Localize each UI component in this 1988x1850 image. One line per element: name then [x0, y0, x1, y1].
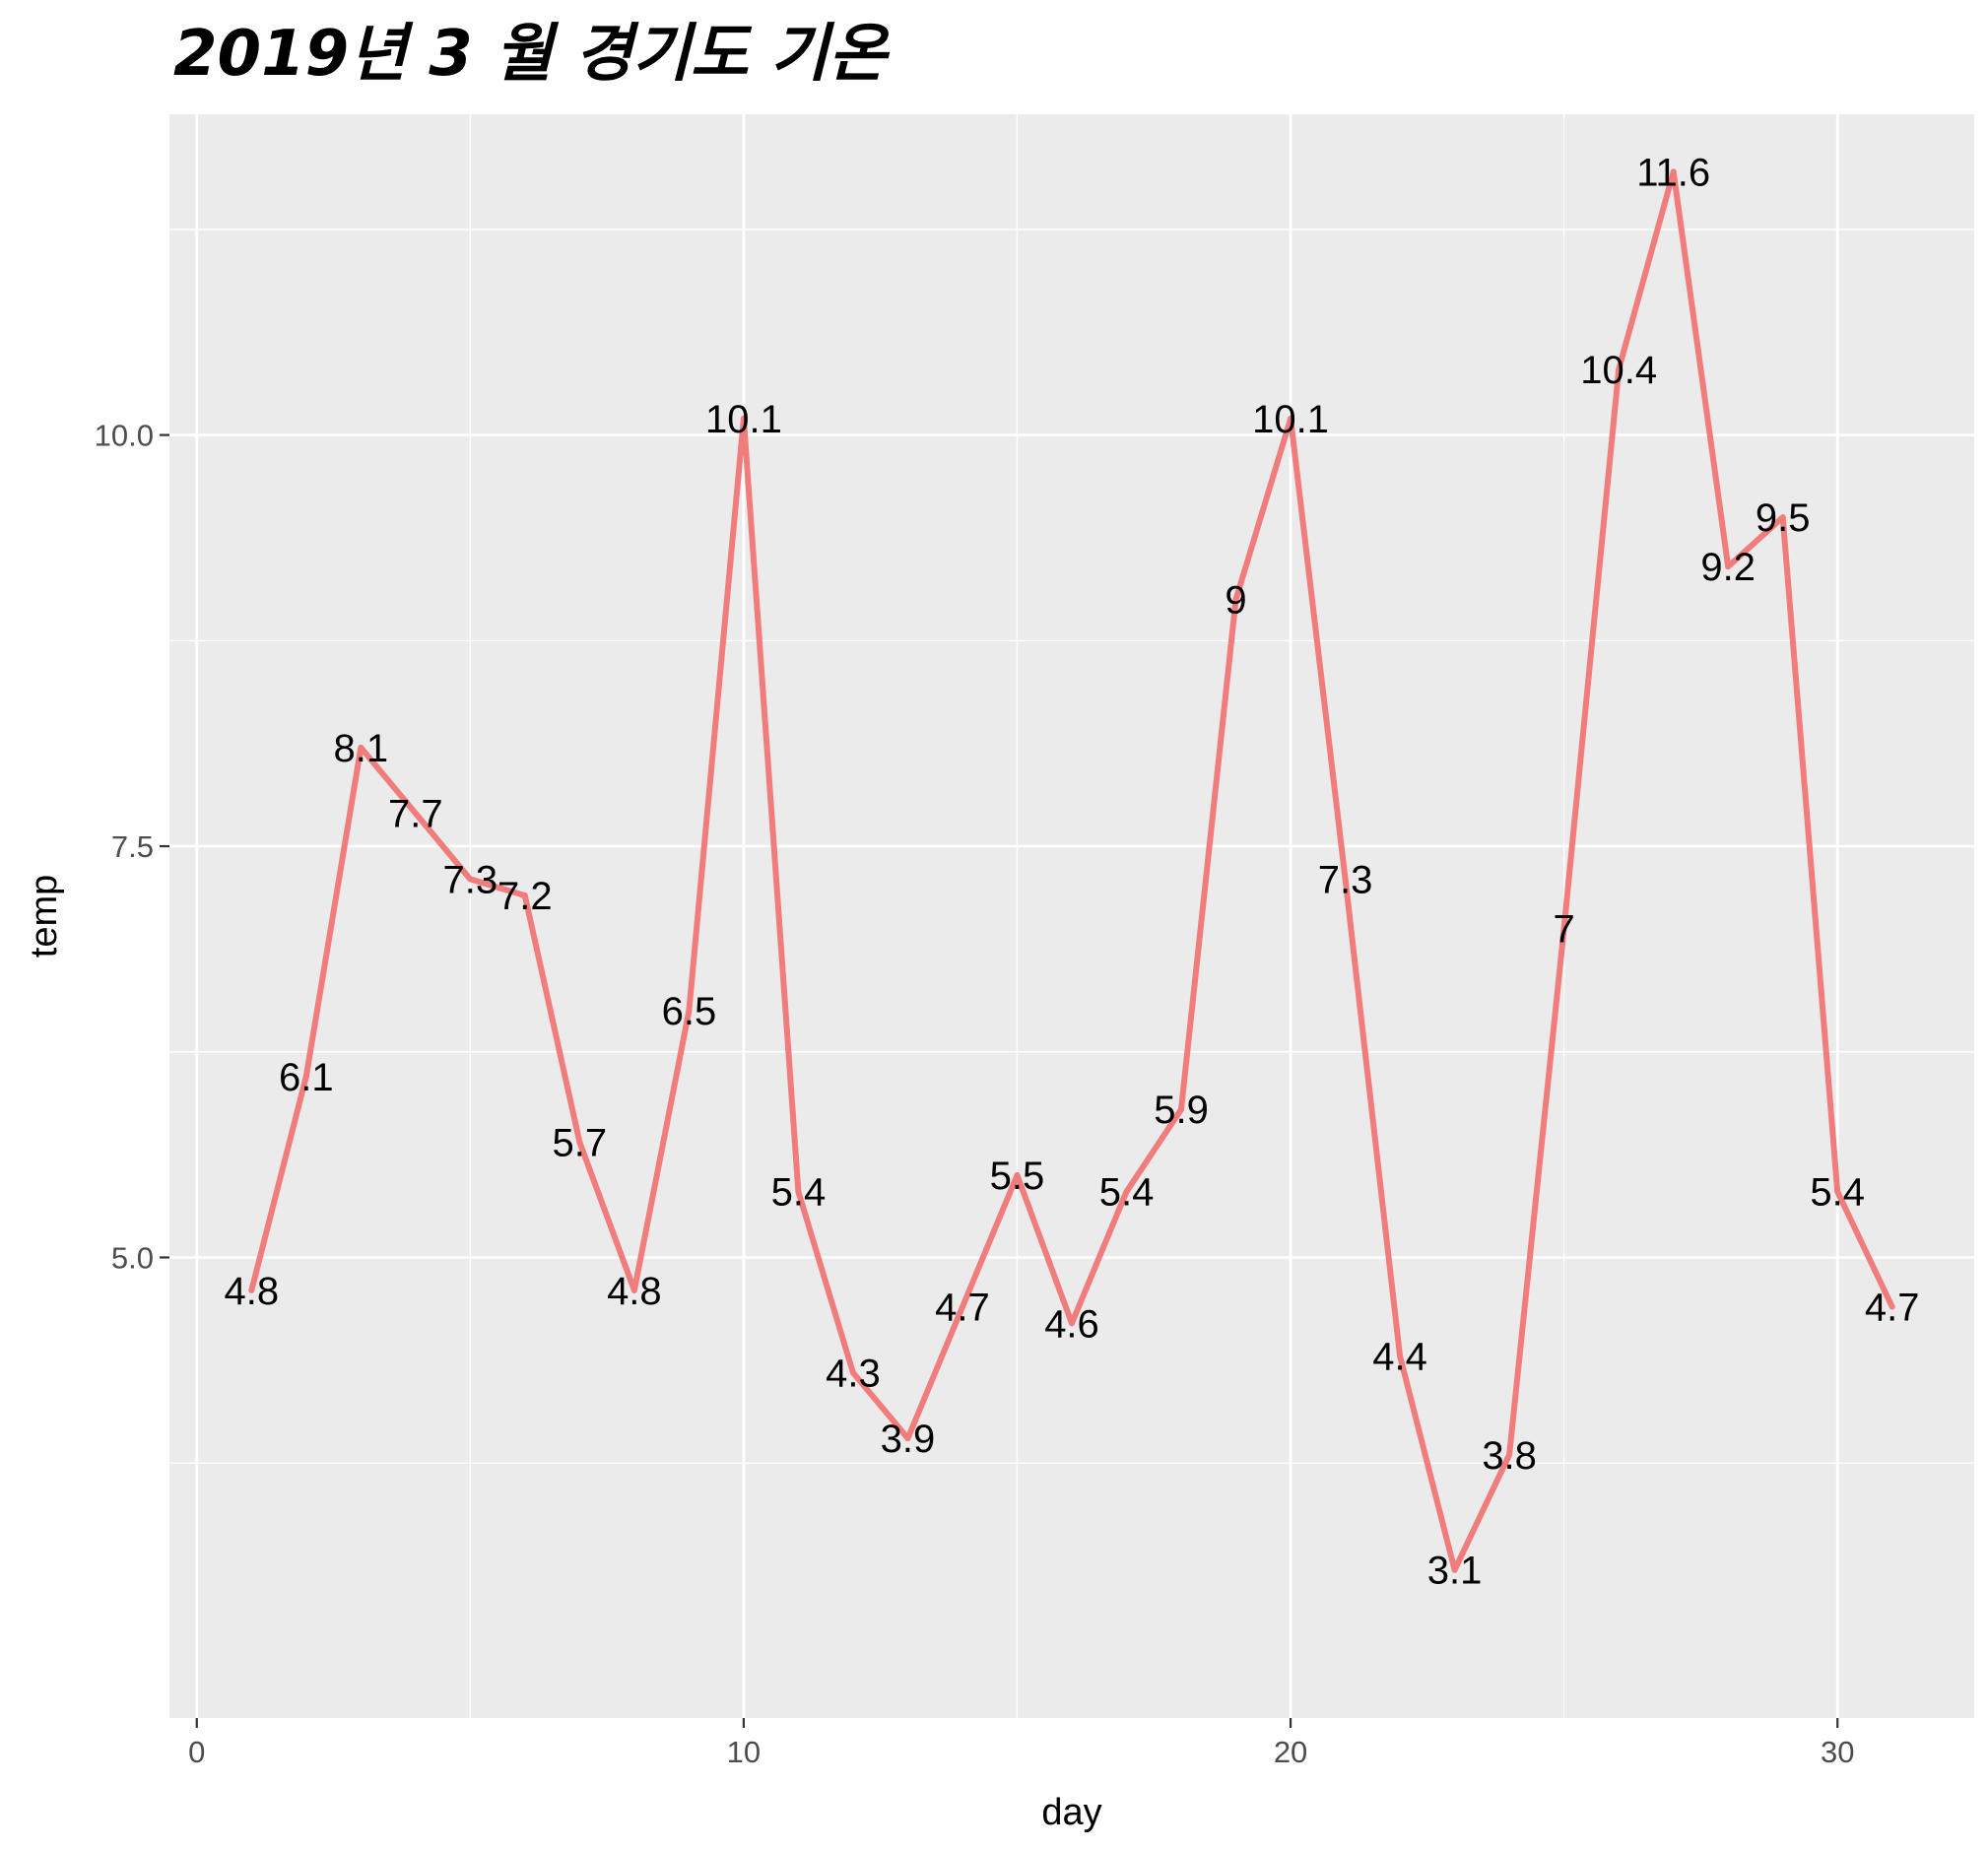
data-point — [302, 1073, 309, 1080]
y-tick-label: 5.0 — [111, 1240, 154, 1275]
data-point — [686, 1008, 693, 1015]
x-tick-label: 10 — [727, 1735, 761, 1769]
data-label: 7 — [1554, 908, 1575, 952]
data-label: 4.7 — [935, 1287, 990, 1330]
data-label: 7.2 — [497, 875, 553, 918]
data-point — [1178, 1106, 1185, 1113]
series-layer — [248, 168, 1895, 1573]
data-label: 3.8 — [1482, 1434, 1537, 1478]
data-point — [1451, 1566, 1458, 1573]
data-point — [576, 1139, 583, 1146]
data-label: 7.3 — [1318, 858, 1373, 901]
data-point — [795, 1188, 802, 1195]
minor-gridlines — [169, 114, 1974, 1718]
data-label: 7.3 — [443, 858, 498, 901]
data-point — [740, 415, 747, 422]
data-label: 5.5 — [990, 1155, 1045, 1198]
data-point — [1232, 596, 1239, 603]
data-label: 8.1 — [333, 727, 388, 770]
data-label: 4.8 — [607, 1270, 662, 1313]
data-label: 5.4 — [1810, 1171, 1865, 1215]
data-point — [1616, 365, 1623, 372]
data-label: 10.4 — [1580, 349, 1657, 392]
data-point — [412, 810, 419, 817]
data-point — [1670, 168, 1677, 175]
data-label: 5.7 — [553, 1122, 608, 1165]
data-point — [959, 1303, 965, 1310]
data-label: 3.1 — [1427, 1550, 1483, 1593]
data-point — [1834, 1188, 1841, 1195]
data-point — [1506, 1451, 1513, 1458]
data-label: 6.1 — [279, 1056, 334, 1099]
axis-ticks: 0 10 20 30 5.0 7.5 10.0 — [95, 419, 1855, 1769]
chart-title: 2019년 3 월 경기도 기온 — [173, 18, 891, 91]
data-point — [1889, 1303, 1895, 1310]
x-tick-label: 20 — [1274, 1735, 1307, 1769]
data-point — [1069, 1320, 1075, 1327]
data-labels-layer: 4.86.18.17.77.3 7.25.74.86.510.15.44.33.9… — [224, 151, 1919, 1592]
data-point — [1342, 876, 1349, 883]
data-label: 4.8 — [224, 1270, 279, 1313]
data-point — [1397, 1353, 1404, 1359]
y-tick-label: 10.0 — [95, 419, 154, 453]
data-point — [1779, 514, 1786, 521]
data-point — [1288, 415, 1294, 422]
data-label: 4.7 — [1865, 1287, 1920, 1330]
data-label: 5.4 — [1099, 1171, 1155, 1215]
data-point — [467, 876, 474, 883]
data-point — [904, 1435, 911, 1442]
data-label: 5.9 — [1154, 1089, 1209, 1132]
data-label: 11.6 — [1636, 151, 1710, 194]
data-label: 9.2 — [1700, 546, 1756, 589]
data-label: 3.9 — [881, 1418, 936, 1461]
data-label: 4.3 — [826, 1352, 881, 1395]
data-point — [1560, 925, 1567, 932]
data-label: 10.1 — [1252, 398, 1329, 441]
data-label: 7.7 — [388, 793, 443, 836]
data-label: 6.5 — [662, 990, 717, 1033]
x-tick-label: 30 — [1821, 1735, 1854, 1769]
y-tick-label: 7.5 — [111, 829, 154, 864]
data-label: 4.6 — [1044, 1302, 1099, 1346]
data-point — [849, 1369, 856, 1376]
data-label: 9 — [1225, 579, 1246, 623]
y-axis-title: temp — [24, 875, 65, 958]
major-gridlines — [169, 114, 1974, 1718]
data-point — [1725, 563, 1732, 570]
data-label: 5.4 — [771, 1171, 827, 1215]
x-tick-label: 0 — [188, 1735, 205, 1769]
data-point — [358, 744, 364, 751]
data-point — [248, 1287, 255, 1293]
data-label: 4.4 — [1372, 1336, 1427, 1379]
data-point — [1123, 1188, 1130, 1195]
data-point — [1014, 1171, 1021, 1178]
plot-panel — [169, 114, 1974, 1718]
data-label: 10.1 — [705, 398, 782, 441]
data-point — [521, 892, 528, 899]
x-axis-title: day — [1041, 1792, 1101, 1833]
data-point — [630, 1287, 637, 1293]
data-label: 9.5 — [1756, 496, 1811, 540]
